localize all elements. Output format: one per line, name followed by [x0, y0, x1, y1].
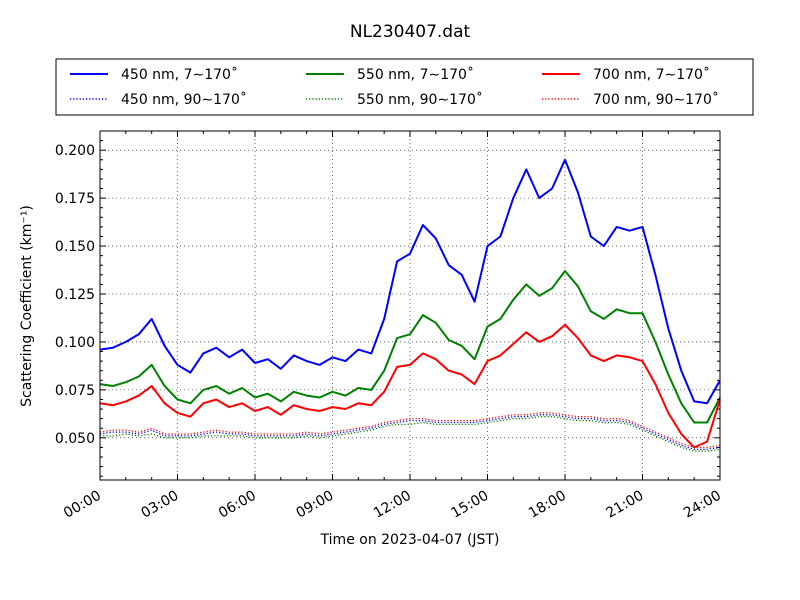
y-tick-label: 0.200: [55, 143, 95, 159]
series-line-3: [100, 416, 721, 452]
y-tick-label: 0.125: [55, 287, 95, 303]
series-line-2: [99, 270, 721, 424]
y-tick-label: 0.175: [55, 191, 95, 207]
y-tick-label: 0.150: [55, 239, 95, 255]
y-tick-label: 0.050: [55, 431, 95, 447]
plot-area: [99, 158, 721, 452]
series-line-0: [99, 158, 721, 405]
x-tick-label: 21:00: [604, 488, 647, 522]
x-tick-label: 15:00: [449, 488, 492, 522]
x-tick-label: 18:00: [526, 488, 569, 522]
legend-label-2: 550 nm, 7∼170˚: [357, 66, 474, 83]
series-line-5: [99, 412, 721, 449]
legend: 450 nm, 7∼170˚ 450 nm, 90∼170˚ 550 nm, 7∼1…: [55, 58, 754, 116]
legend-label-1: 450 nm, 90∼170˚: [121, 91, 247, 108]
legend-label-3: 550 nm, 90∼170˚: [357, 91, 483, 108]
y-tick-label: 0.100: [55, 335, 95, 351]
legend-label-4: 700 nm, 7∼170˚: [593, 66, 710, 83]
legend-label-5: 700 nm, 90∼170˚: [593, 91, 719, 108]
y-axis-title: Scattering Coefficient (km⁻¹): [19, 205, 35, 407]
chart-title: NL230407.dat: [350, 22, 471, 42]
x-tick-label: 24:00: [681, 488, 724, 522]
y-tick-label: 0.075: [55, 383, 95, 399]
legend-label-0: 450 nm, 7∼170˚: [121, 66, 238, 83]
x-tick-label: 03:00: [139, 488, 182, 522]
series-line-1: [99, 414, 721, 450]
series-line-4: [99, 323, 721, 449]
x-tick-label: 09:00: [294, 488, 337, 522]
x-tick-label: 06:00: [216, 488, 259, 522]
x-tick-label: 12:00: [371, 488, 414, 522]
legend-box: [55, 58, 754, 116]
grid: [100, 131, 720, 480]
x-tick-label: 00:00: [61, 488, 104, 522]
x-axis-title: Time on 2023-04-07 (JST): [320, 532, 500, 548]
